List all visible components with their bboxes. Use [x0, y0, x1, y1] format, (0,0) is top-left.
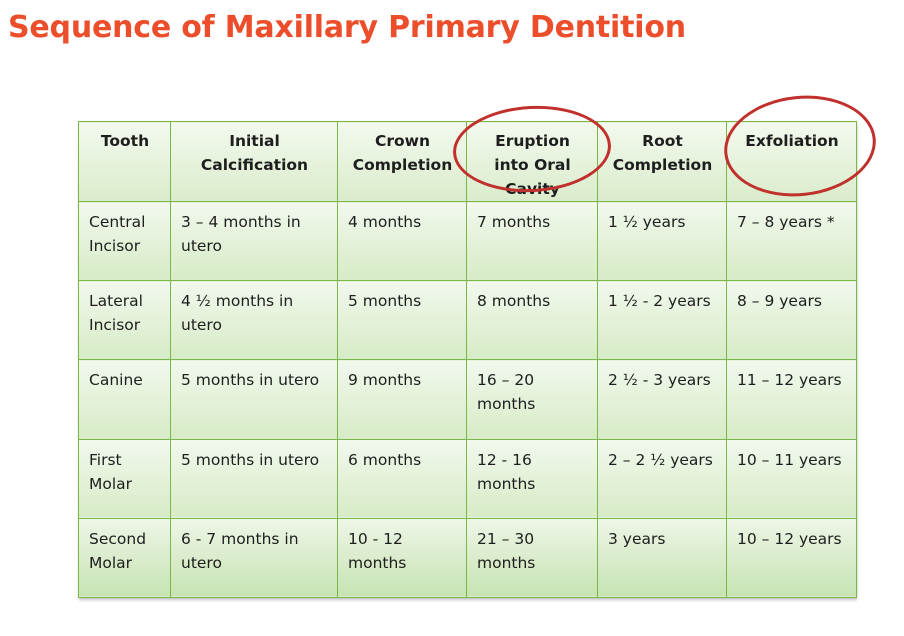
header-eruption: Eruption into Oral Cavity	[466, 120, 598, 203]
header-initial-calcification: Initial Calcification	[170, 120, 338, 203]
cell-exfoliation: 8 – 9 years	[726, 280, 857, 361]
cell-eruption: 16 – 20 months	[466, 359, 598, 440]
cell-exfoliation: 7 – 8 years *	[726, 201, 857, 282]
dentition-table-container: Tooth Initial Calcification Crown Comple…	[78, 120, 857, 599]
table-row: Lateral Incisor 4 ½ months in utero 5 mo…	[78, 280, 857, 361]
cell-exfoliation: 11 – 12 years	[726, 359, 857, 440]
dentition-table: Tooth Initial Calcification Crown Comple…	[78, 120, 857, 599]
cell-eruption: 7 months	[466, 201, 598, 282]
cell-root-completion: 1 ½ years	[597, 201, 727, 282]
cell-initial-calcification: 3 – 4 months in utero	[170, 201, 338, 282]
cell-crown-completion: 9 months	[337, 359, 467, 440]
cell-root-completion: 2 – 2 ½ years	[597, 438, 727, 519]
table-row: Central Incisor 3 – 4 months in utero 4 …	[78, 201, 857, 282]
cell-initial-calcification: 4 ½ months in utero	[170, 280, 338, 361]
header-row: Tooth Initial Calcification Crown Comple…	[78, 120, 857, 203]
cell-eruption: 21 – 30 months	[466, 517, 598, 599]
cell-root-completion: 3 years	[597, 517, 727, 599]
cell-crown-completion: 4 months	[337, 201, 467, 282]
cell-exfoliation: 10 – 12 years	[726, 517, 857, 599]
cell-root-completion: 1 ½ - 2 years	[597, 280, 727, 361]
cell-eruption: 12 - 16 months	[466, 438, 598, 519]
cell-initial-calcification: 6 - 7 months in utero	[170, 517, 338, 599]
cell-crown-completion: 5 months	[337, 280, 467, 361]
cell-exfoliation: 10 – 11 years	[726, 438, 857, 519]
table-row: Second Molar 6 - 7 months in utero 10 - …	[78, 517, 857, 599]
header-crown-completion: Crown Completion	[337, 120, 467, 203]
header-tooth: Tooth	[78, 120, 171, 203]
cell-crown-completion: 10 - 12 months	[337, 517, 467, 599]
cell-initial-calcification: 5 months in utero	[170, 438, 338, 519]
cell-tooth: Lateral Incisor	[78, 280, 171, 361]
cell-tooth: Second Molar	[78, 517, 171, 599]
cell-root-completion: 2 ½ - 3 years	[597, 359, 727, 440]
table-row: First Molar 5 months in utero 6 months 1…	[78, 438, 857, 519]
cell-tooth: Central Incisor	[78, 201, 171, 282]
cell-initial-calcification: 5 months in utero	[170, 359, 338, 440]
header-exfoliation: Exfoliation	[726, 120, 857, 203]
cell-tooth: Canine	[78, 359, 171, 440]
cell-eruption: 8 months	[466, 280, 598, 361]
table-row: Canine 5 months in utero 9 months 16 – 2…	[78, 359, 857, 440]
slide-title: Sequence of Maxillary Primary Dentition	[8, 10, 686, 45]
header-root-completion: Root Completion	[597, 120, 727, 203]
cell-crown-completion: 6 months	[337, 438, 467, 519]
cell-tooth: First Molar	[78, 438, 171, 519]
